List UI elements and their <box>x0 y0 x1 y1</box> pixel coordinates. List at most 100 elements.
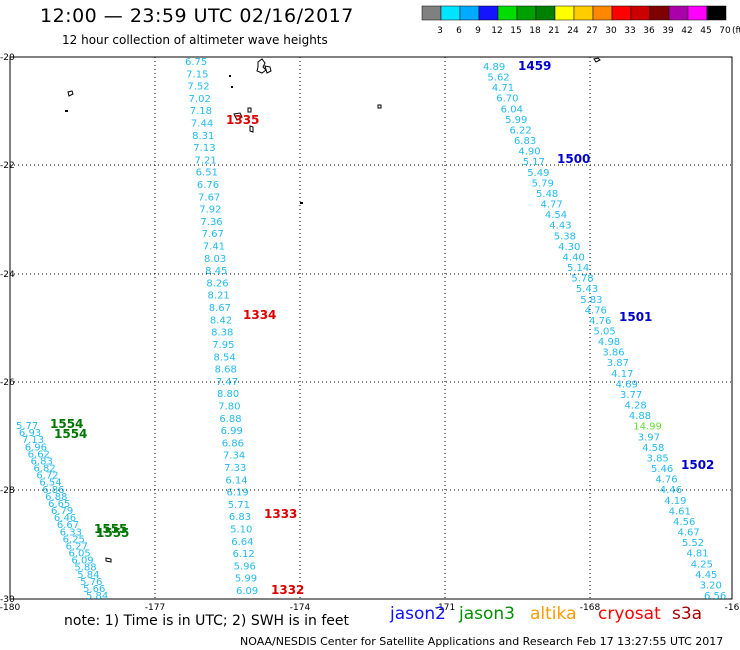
note-text: note: 1) Time is in UTC; 2) SWH is in fe… <box>64 613 350 629</box>
swh-value: 4.71 <box>492 83 514 94</box>
swh-value: 4.19 <box>664 496 686 507</box>
swh-value: 4.81 <box>686 549 708 560</box>
swh-value: 4.76 <box>589 316 611 327</box>
colorbar-label: 21 <box>548 26 559 36</box>
swh-value: 5.96 <box>234 561 256 572</box>
colorbar-label: 33 <box>624 26 635 36</box>
colorbar-swatch <box>535 5 556 21</box>
swh-value: 5.99 <box>235 574 257 585</box>
y-tick-label: -26 <box>0 378 15 388</box>
y-tick-label: -24 <box>0 270 15 280</box>
swh-value: 6.33 <box>60 527 82 538</box>
swh-value: 4.43 <box>549 221 571 232</box>
colorbar-label: 24 <box>567 26 579 36</box>
island-dot <box>65 110 68 112</box>
colorbar-label: 18 <box>529 26 541 36</box>
y-tick-label: -28 <box>0 486 15 496</box>
swh-value: 6.88 <box>45 492 67 503</box>
swh-value: 4.54 <box>545 210 567 221</box>
swh-value: 8.67 <box>209 303 231 314</box>
swh-value: 5.99 <box>505 115 527 126</box>
island-outline <box>233 112 243 121</box>
swh-value: 7.47 <box>216 377 238 388</box>
swh-value: 6.75 <box>185 57 207 68</box>
swh-value: 5.05 <box>594 327 616 338</box>
swh-value: 5.14 <box>567 263 589 274</box>
swh-value: 8.31 <box>192 131 214 142</box>
colorbar-unit: (ft) <box>732 26 740 36</box>
track-b-jason2: 4.895.624.716.706.045.996.226.834.905.17… <box>483 59 726 602</box>
swh-value: 4.88 <box>629 411 651 422</box>
swh-value: 6.19 <box>227 488 249 499</box>
swh-value: 8.42 <box>210 315 232 326</box>
colorbar-label: 36 <box>643 26 655 36</box>
swh-value: 6.62 <box>28 449 50 460</box>
swh-value: 6.04 <box>501 104 523 115</box>
swh-value: 8.21 <box>208 291 230 302</box>
swh-value: 6.83 <box>514 136 536 147</box>
swh-value: 5.66 <box>83 584 105 595</box>
swh-value: 8.38 <box>211 328 233 339</box>
swh-value: 6.83 <box>31 456 53 467</box>
colorbar-swatch <box>554 5 575 21</box>
swh-value: 5.77 <box>16 421 38 432</box>
island-dot <box>229 75 231 77</box>
x-tick-label: -171 <box>435 603 455 613</box>
island-outline <box>247 107 252 113</box>
swh-value: 6.46 <box>54 513 76 524</box>
swh-value: 6.76 <box>197 180 219 191</box>
swh-value: 7.15 <box>186 69 208 80</box>
swh-value: 6.27 <box>66 541 88 552</box>
swh-value: 7.80 <box>218 401 240 412</box>
swh-value: 3.85 <box>647 453 669 464</box>
swh-value: 6.05 <box>69 549 91 560</box>
swh-value: 6.86 <box>42 485 64 496</box>
graticule: -180 -177 -174 -171 -168 -16 -20 -22 -24 -26 -28 -3… <box>0 53 740 613</box>
x-tick-label: -180 <box>0 603 20 613</box>
colorbar-label: 42 <box>681 26 692 36</box>
track-c-jason3: 5.776.937.136.966.626.836.826.726.546.86… <box>16 417 129 602</box>
swh-value: 6.96 <box>25 442 47 453</box>
colorbar-swatch <box>630 5 651 21</box>
colorbar-label: 3 <box>437 26 443 36</box>
swh-value: 5.83 <box>580 295 602 306</box>
colorbar-swatch <box>440 5 461 21</box>
colorbar-swatch <box>668 5 689 21</box>
swh-value: 6.09 <box>71 556 93 567</box>
swh-value: 6.83 <box>229 512 251 523</box>
swh-value: 6.09 <box>236 586 258 597</box>
swh-value: 4.56 <box>673 517 695 528</box>
swh-value: 6.70 <box>496 94 518 105</box>
colorbar-swatch <box>706 5 727 21</box>
swh-value: 6.88 <box>219 414 241 425</box>
swh-value: 8.68 <box>215 365 237 376</box>
island-outline <box>67 90 74 97</box>
swh-value: 5.76 <box>80 577 102 588</box>
colorbar-swatch <box>516 5 537 21</box>
swh-value: 7.44 <box>191 119 213 130</box>
colorbar-label: 45 <box>700 26 711 36</box>
island-outline <box>377 104 382 109</box>
swh-value: 4.58 <box>642 443 664 454</box>
swh-value: 6.54 <box>39 478 61 489</box>
swh-value: 4.17 <box>611 369 633 380</box>
swh-value: 4.89 <box>483 62 505 73</box>
swh-value: 4.40 <box>563 252 585 263</box>
island-dot <box>300 202 303 204</box>
swh-value: 6.56 <box>704 591 726 602</box>
y-tick-label: -20 <box>0 53 15 63</box>
x-tick-label: -174 <box>290 603 311 613</box>
legend-cryosat: cryosat <box>598 604 661 624</box>
pass-time-label: 1332 <box>271 583 304 597</box>
colorbar-swatch <box>649 5 670 21</box>
colorbar-label: 70 <box>719 26 731 36</box>
swh-value: 4.90 <box>518 147 540 158</box>
colorbar-swatch <box>687 5 708 21</box>
pass-time-label: 1334 <box>243 308 276 322</box>
plot-frame <box>9 56 733 600</box>
track-a-cryosat: 6.757.15 7.527.027.18 7.448.317.137.21 6.51… <box>185 57 304 597</box>
swh-value: 3.97 <box>638 432 660 443</box>
swh-value: 6.93 <box>19 428 41 439</box>
swh-value: 8.03 <box>204 254 226 265</box>
